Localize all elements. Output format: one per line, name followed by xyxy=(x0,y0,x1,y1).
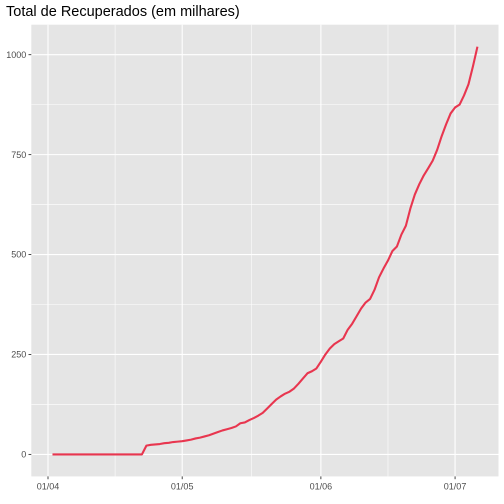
x-axis: 01/04 01/05 01/06 01/07 xyxy=(37,476,467,491)
minor-gridlines xyxy=(31,24,499,477)
series-line-recuperados xyxy=(52,46,479,456)
x-tick-label: 01/04 xyxy=(37,481,60,491)
y-tick-label: 0 xyxy=(21,450,26,460)
major-gridlines xyxy=(31,24,499,477)
x-tick-label: 01/06 xyxy=(310,481,333,491)
y-axis: 0 250 500 750 1000 xyxy=(6,50,32,460)
y-tick-label: 1000 xyxy=(6,50,26,60)
x-tick-label: 01/07 xyxy=(444,481,467,491)
x-tick-label: 01/05 xyxy=(171,481,194,491)
y-tick-label: 750 xyxy=(11,150,26,160)
y-tick-label: 500 xyxy=(11,250,26,260)
chart-title: Total de Recuperados (em milhares) xyxy=(6,4,240,20)
plot-panel xyxy=(31,24,499,477)
y-tick-label: 250 xyxy=(11,350,26,360)
